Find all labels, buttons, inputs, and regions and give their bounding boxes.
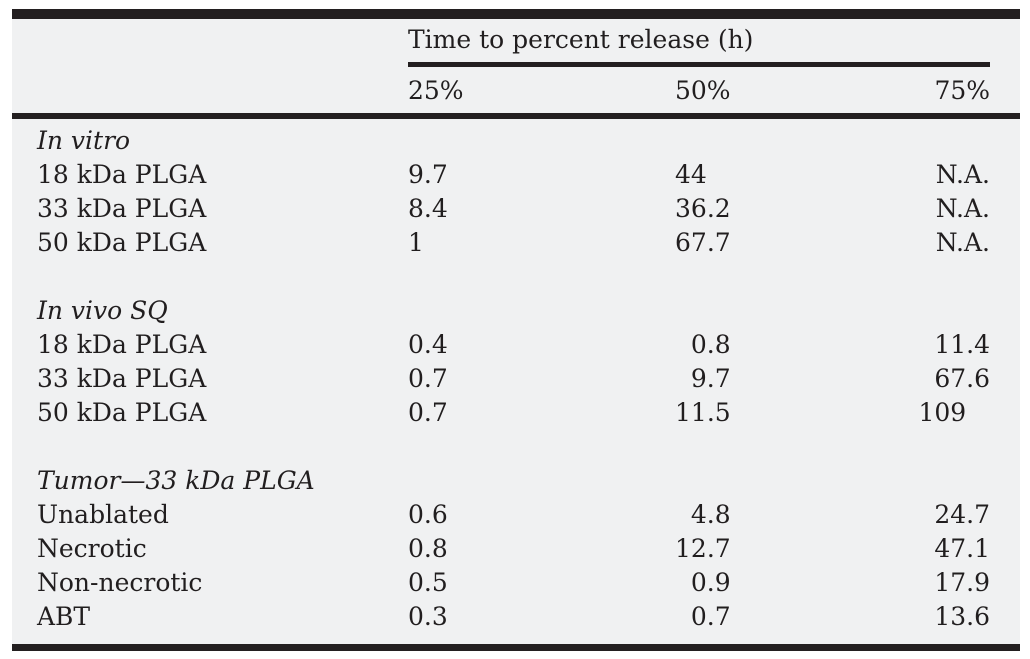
release-time-table: Time to percent release (h) 25% 50% 75% … [12, 9, 1021, 651]
table-row: 18 kDa PLGA 0.4 0.8 11.4 [12, 328, 1020, 362]
row-label-cell: 33 kDa PLGA [37, 364, 207, 393]
value-cell: 47.1 [934, 534, 991, 563]
value-cell: 17.9 [934, 568, 991, 597]
row-label-cell: 50 kDa PLGA [37, 228, 207, 257]
value-cell: 0.6 [408, 500, 448, 529]
section-header-row: In vitro [12, 116, 1020, 158]
spanner-heading: Time to percent release (h) [408, 24, 991, 67]
section-spacer-row [12, 260, 1020, 294]
spanner-cell: Time to percent release (h) [408, 14, 1020, 67]
column-header-row: 25% 50% 75% [12, 67, 1021, 119]
value-cell: 0.5 [408, 568, 448, 597]
row-label-cell: Unablated [37, 500, 169, 529]
column-header-25: 25% [408, 67, 675, 119]
value-cell: 0.3 [408, 602, 448, 631]
table-row: Non-necrotic 0.5 0.9 17.9 [12, 566, 1020, 600]
value-cell: 13.6 [934, 602, 991, 631]
value-cell: 11.4 [934, 330, 991, 359]
value-cell: 0.4 [408, 330, 448, 359]
value-cell: 109.0 [918, 398, 967, 427]
value-cell: 0.7 [408, 398, 448, 427]
value-cell: 44.0 [675, 160, 707, 189]
value-cell: 67.6 [934, 364, 991, 393]
value-cell: 0.7 [690, 602, 731, 631]
table-row: 50 kDa PLGA 1 67.7 N.A. [12, 226, 1020, 260]
release-time-table-panel: Time to percent release (h) 25% 50% 75% … [12, 9, 1021, 651]
row-label-cell: 18 kDa PLGA [37, 160, 207, 189]
value-cell: 0.7 [408, 364, 448, 393]
value-cell: 1 [408, 228, 424, 257]
value-cell: 0.9 [690, 568, 731, 597]
row-label-column-header [12, 67, 408, 119]
value-cell: 8.4 [408, 194, 448, 223]
table-row: 33 kDa PLGA 8.4 36.2 N.A. [12, 192, 1020, 226]
value-cell: 11.5 [675, 398, 731, 427]
value-cell: 12.7 [675, 534, 731, 563]
section-label: In vitro [37, 126, 131, 155]
value-cell: N.A. [935, 160, 991, 189]
value-cell: 0.8 [408, 534, 448, 563]
section-label: In vivo SQ [37, 296, 168, 325]
value-cell: 24.7 [934, 500, 991, 529]
column-header-75: 75% [875, 67, 1021, 119]
table-row: 18 kDa PLGA 9.7 44.0 N.A. [12, 158, 1020, 192]
section-header-row: Tumor—33 kDa PLGA [12, 464, 1020, 498]
row-label-cell: 50 kDa PLGA [37, 398, 207, 427]
section-spacer-row [12, 430, 1020, 464]
value-cell: 9.7 [690, 364, 731, 393]
table-row: Necrotic 0.8 12.7 47.1 [12, 532, 1020, 566]
section-header-row: In vivo SQ [12, 294, 1020, 328]
value-cell: N.A. [935, 228, 991, 257]
value-cell: 67.7 [675, 228, 731, 257]
table-row: ABT 0.3 0.7 13.6 [12, 600, 1020, 648]
row-label-cell: Non-necrotic [37, 568, 203, 597]
value-cell: N.A. [935, 194, 991, 223]
row-label-cell: Necrotic [37, 534, 147, 563]
column-header-50: 50% [675, 67, 875, 119]
corner-cell [12, 14, 408, 67]
table-row: Unablated 0.6 4.8 24.7 [12, 498, 1020, 532]
value-cell: 36.2 [675, 194, 731, 223]
section-label: Tumor—33 kDa PLGA [37, 466, 315, 495]
value-cell: 0.8 [690, 330, 731, 359]
row-label-cell: 18 kDa PLGA [37, 330, 207, 359]
value-cell: 9.7 [408, 160, 448, 189]
row-label-cell: ABT [37, 602, 91, 631]
spanner-row: Time to percent release (h) [12, 14, 1020, 67]
value-cell: 4.8 [690, 500, 731, 529]
table-row: 50 kDa PLGA 0.7 11.5 109.0 [12, 396, 1020, 430]
table-row: 33 kDa PLGA 0.7 9.7 67.6 [12, 362, 1020, 396]
row-label-cell: 33 kDa PLGA [37, 194, 207, 223]
spacer-cell [12, 260, 1020, 294]
spacer-cell [12, 430, 1020, 464]
